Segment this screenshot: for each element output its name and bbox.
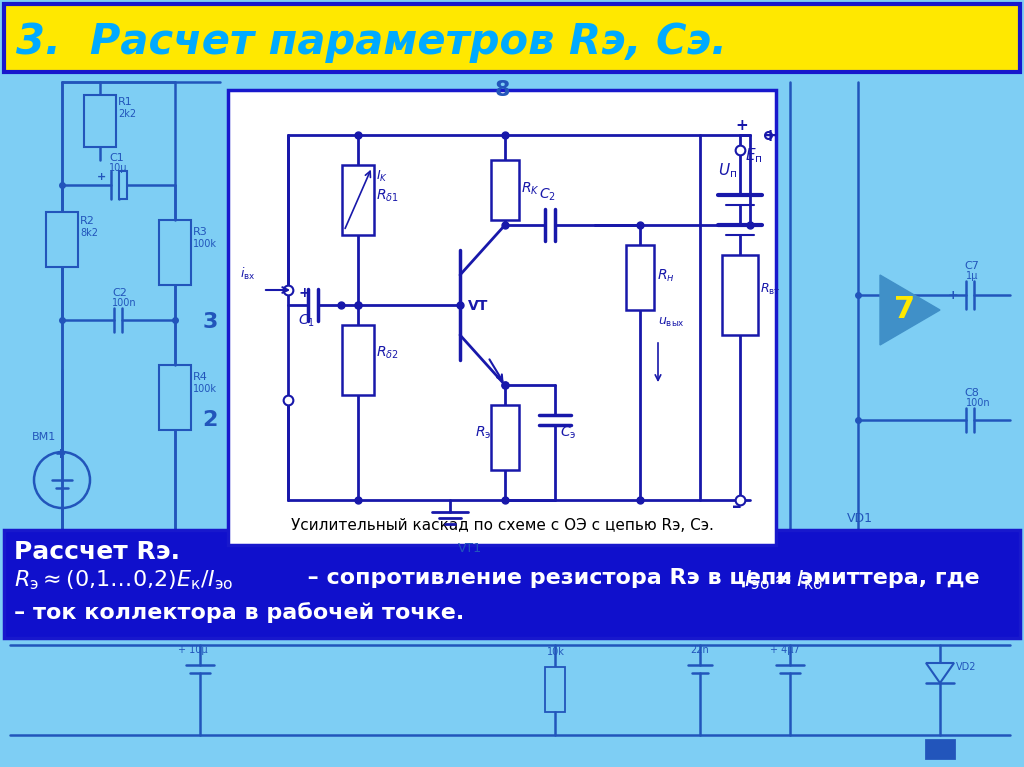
Text: $R_\mathsf{э}$: $R_\mathsf{э}$ <box>474 425 490 441</box>
Text: +: + <box>97 172 106 182</box>
Text: 10k: 10k <box>547 647 565 657</box>
Text: – ток коллектора в рабочей точке.: – ток коллектора в рабочей точке. <box>14 602 464 623</box>
Text: R3: R3 <box>193 227 208 237</box>
Bar <box>926 740 954 758</box>
Text: +: + <box>298 286 309 300</box>
Text: 100k: 100k <box>193 384 217 394</box>
Text: $i_\mathsf{вх}$: $i_\mathsf{вх}$ <box>241 266 256 282</box>
Text: 100k: 100k <box>193 239 217 249</box>
Text: 100n: 100n <box>112 298 136 308</box>
Text: $C_\mathsf{э}$: $C_\mathsf{э}$ <box>560 425 577 441</box>
Text: $R_н$: $R_н$ <box>657 268 675 285</box>
Text: $R_K$: $R_K$ <box>521 181 540 197</box>
Text: VT: VT <box>468 299 488 313</box>
Text: $C_1$: $C_1$ <box>298 313 314 329</box>
Bar <box>342 165 374 235</box>
Text: +: + <box>762 127 777 145</box>
Bar <box>4 530 1020 638</box>
Text: +: + <box>735 118 748 133</box>
Bar <box>159 220 191 285</box>
Text: $C_2$: $C_2$ <box>539 187 555 203</box>
Text: 100n: 100n <box>966 398 990 408</box>
Text: VD1: VD1 <box>847 512 873 525</box>
Text: VT1: VT1 <box>458 542 482 555</box>
Text: C8: C8 <box>964 388 979 398</box>
Text: 10µ: 10µ <box>109 163 128 173</box>
Text: $R_\mathsf{э} \approx (0{,}1{\ldots}0{,}2)E_\mathsf{к}/I_\mathsf{эо}$: $R_\mathsf{э} \approx (0{,}1{\ldots}0{,}… <box>14 568 233 591</box>
Bar <box>342 325 374 395</box>
Text: 8k2: 8k2 <box>80 228 98 238</box>
Bar <box>84 95 116 147</box>
Bar <box>490 405 519 470</box>
Text: $E_\mathsf{п}$: $E_\mathsf{п}$ <box>745 146 763 165</box>
Text: –: – <box>732 497 741 516</box>
Text: Рассчет Rэ.: Рассчет Rэ. <box>14 540 180 564</box>
Text: 2: 2 <box>203 410 218 430</box>
Bar <box>159 365 191 430</box>
Bar <box>119 171 127 199</box>
Text: $U_\mathsf{п}$: $U_\mathsf{п}$ <box>718 161 737 179</box>
Text: 1µ: 1µ <box>966 271 978 281</box>
Bar <box>545 667 565 712</box>
Bar <box>722 255 758 335</box>
Bar <box>46 212 78 267</box>
Text: R2: R2 <box>80 216 95 226</box>
Text: $R_\mathsf{вт}$: $R_\mathsf{вт}$ <box>760 282 780 297</box>
Polygon shape <box>880 275 940 345</box>
Text: 3.  Расчет параметров Rэ, Сэ.: 3. Расчет параметров Rэ, Сэ. <box>16 21 727 63</box>
Text: C7: C7 <box>964 261 979 271</box>
Text: 7: 7 <box>894 295 915 324</box>
Text: Усилительный каскад по схеме с ОЭ с цепью Rэ, Сэ.: Усилительный каскад по схеме с ОЭ с цепь… <box>291 518 714 532</box>
Text: $u_\mathsf{вых}$: $u_\mathsf{вых}$ <box>658 316 685 329</box>
Text: BM1: BM1 <box>32 432 56 442</box>
Bar <box>626 245 654 310</box>
Bar <box>228 90 776 545</box>
Text: + 10µ: + 10µ <box>178 645 208 655</box>
Text: +: + <box>54 447 66 461</box>
Bar <box>490 160 519 220</box>
Text: – сопротивление резистора Rэ в цепи эмиттера, где: – сопротивление резистора Rэ в цепи эмит… <box>292 568 987 588</box>
Text: + 4µ7: + 4µ7 <box>770 645 800 655</box>
Text: C2: C2 <box>112 288 127 298</box>
Text: 8: 8 <box>495 80 510 100</box>
Text: $R_{\delta2}$: $R_{\delta2}$ <box>376 345 398 361</box>
Text: C1: C1 <box>109 153 124 163</box>
Text: R4: R4 <box>193 372 208 382</box>
Text: $I_\mathsf{эо} \approx I_\mathsf{ко}$: $I_\mathsf{эо} \approx I_\mathsf{ко}$ <box>744 568 823 591</box>
Text: +: + <box>948 289 958 302</box>
Text: $I_K$: $I_K$ <box>376 169 388 184</box>
Text: $R_{\delta1}$: $R_{\delta1}$ <box>376 188 398 204</box>
Text: R1: R1 <box>118 97 133 107</box>
Polygon shape <box>926 663 954 683</box>
Text: 2k2: 2k2 <box>118 109 136 119</box>
Text: 3: 3 <box>203 312 218 332</box>
Text: VD2: VD2 <box>956 662 977 672</box>
Bar <box>4 4 1020 72</box>
Text: 22n: 22n <box>690 645 709 655</box>
